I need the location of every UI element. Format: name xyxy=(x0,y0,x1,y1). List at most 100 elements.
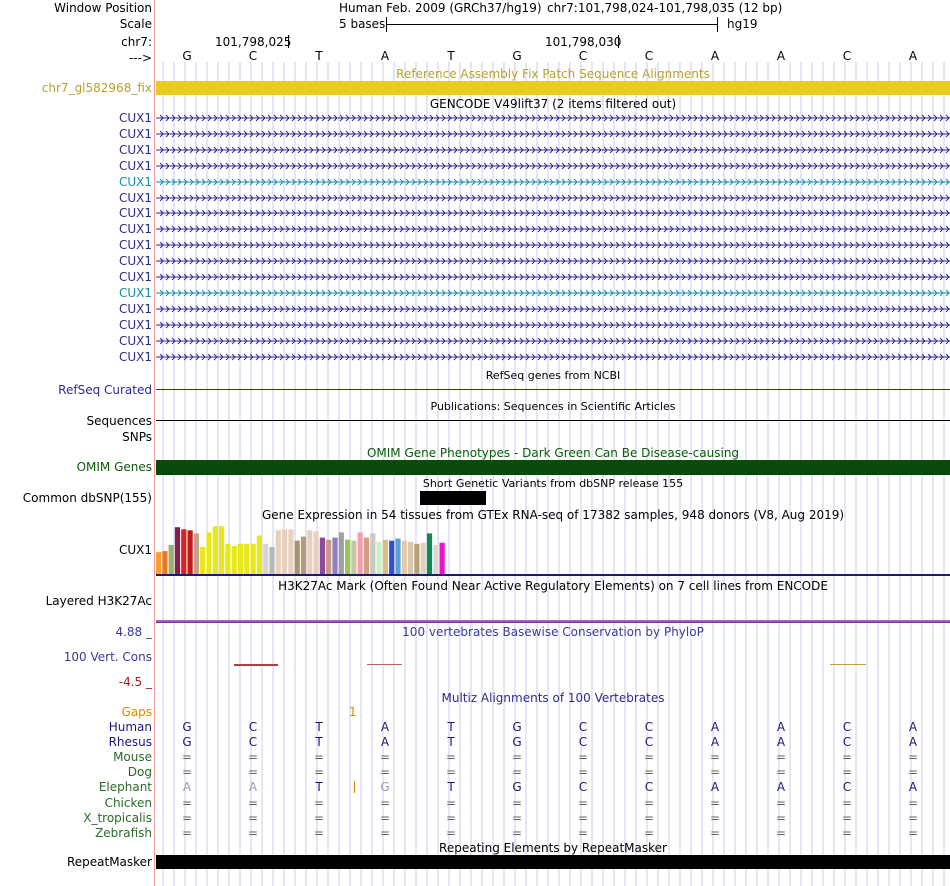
gencode-gene-label[interactable]: CUX1 xyxy=(118,317,152,332)
multiz-species-label[interactable]: Mouse xyxy=(113,750,152,765)
strand-arrow xyxy=(369,257,374,265)
multiz-species-label[interactable]: Zebrafish xyxy=(95,825,152,840)
gencode-gene-label[interactable]: CUX1 xyxy=(118,270,152,284)
strand-arrow xyxy=(729,305,734,313)
strand-arrow xyxy=(795,194,800,201)
strand-arrow xyxy=(915,353,920,360)
repeatmasker-bar[interactable] xyxy=(156,855,950,869)
strand-arrow xyxy=(375,162,380,170)
repeatmasker-label[interactable]: RepeatMasker xyxy=(66,855,152,869)
fix-patch-bar[interactable] xyxy=(156,81,950,95)
dbsnp-label[interactable]: Common dbSNP(155) xyxy=(22,491,152,505)
strand-arrow xyxy=(897,257,902,265)
gencode-gene-line[interactable] xyxy=(156,240,950,250)
dbsnp-track-title[interactable]: Short Genetic Variants from dbSNP releas… xyxy=(422,477,684,490)
publications-track-title[interactable]: Publications: Sequences in Scientific Ar… xyxy=(430,400,676,413)
phylop-signal-2[interactable] xyxy=(367,664,402,665)
gencode-gene-line[interactable] xyxy=(156,288,950,298)
h3k27ac-signal[interactable] xyxy=(156,620,950,623)
strand-arrow xyxy=(489,257,494,265)
gencode-gene-label[interactable]: CUX1 xyxy=(118,111,152,125)
phylop-signal-1[interactable] xyxy=(234,664,278,666)
strand-arrow xyxy=(177,353,182,360)
omim-track-title[interactable]: OMIM Gene Phenotypes - Dark Green Can Be… xyxy=(366,446,740,460)
multiz-species-label[interactable]: Chicken xyxy=(104,795,152,810)
multiz-track-title[interactable]: Multiz Alignments of 100 Vertebrates xyxy=(441,691,665,705)
gencode-gene-label[interactable]: CUX1 xyxy=(118,190,152,205)
strand-arrow xyxy=(225,241,230,249)
gencode-gene-line[interactable] xyxy=(156,304,950,314)
gencode-track-title[interactable]: GENCODE V49lift37 (2 items filtered out) xyxy=(429,97,677,111)
gencode-gene-label[interactable]: CUX1 xyxy=(118,301,152,316)
phylop-track-title[interactable]: 100 vertebrates Basewise Conservation by… xyxy=(402,625,704,639)
phylop-signal-3[interactable] xyxy=(830,664,866,665)
gtex-label[interactable]: CUX1 xyxy=(118,543,152,557)
strand-arrow xyxy=(813,257,818,265)
gencode-gene-label[interactable]: CUX1 xyxy=(118,349,152,364)
omim-bar[interactable] xyxy=(156,460,950,475)
refseq-label[interactable]: RefSeq Curated xyxy=(58,383,152,397)
gencode-gene-line[interactable] xyxy=(156,224,950,234)
strand-arrow xyxy=(819,178,824,185)
gencode-gene-label[interactable]: CUX1 xyxy=(118,222,152,237)
position-readout[interactable]: chr7:101,798,024-101,798,035 (12 bp) xyxy=(547,1,783,15)
phylop-label[interactable]: 100 Vert. Cons xyxy=(63,650,152,664)
multiz-species-label[interactable]: Rhesus xyxy=(108,735,152,750)
gencode-gene-label[interactable]: CUX1 xyxy=(118,254,152,269)
strand-arrow xyxy=(669,289,674,297)
gencode-gene-label[interactable]: CUX1 xyxy=(118,333,152,348)
omim-label[interactable]: OMIM Genes xyxy=(76,460,152,474)
multiz-species-label[interactable]: Human xyxy=(108,720,152,734)
gencode-gene-line[interactable] xyxy=(156,256,950,266)
strand-arrow xyxy=(357,289,362,297)
multiz-species-label[interactable]: X_tropicalis xyxy=(83,810,152,825)
strand-arrow xyxy=(699,353,704,360)
gencode-gene-line[interactable] xyxy=(156,272,950,282)
gaps-label[interactable]: Gaps xyxy=(121,705,152,719)
strand-arrow xyxy=(309,162,314,170)
publications-label-sequences[interactable]: Sequences xyxy=(86,414,152,428)
gencode-gene-line[interactable] xyxy=(156,161,950,171)
h3k27ac-track-title[interactable]: H3K27Ac Mark (Often Found Near Active Re… xyxy=(278,579,828,593)
gencode-gene-label[interactable]: CUX1 xyxy=(118,285,152,300)
repeatmasker-track-title[interactable]: Repeating Elements by RepeatMasker xyxy=(439,841,667,855)
gencode-gene-label[interactable]: CUX1 xyxy=(118,126,152,141)
gencode-gene-line[interactable] xyxy=(156,320,950,330)
strand-arrow xyxy=(633,194,638,201)
gencode-gene-line[interactable] xyxy=(156,145,950,155)
strand-arrow xyxy=(291,289,296,297)
strand-arrow xyxy=(879,114,884,122)
publications-line[interactable] xyxy=(156,420,950,421)
gencode-gene-label[interactable]: CUX1 xyxy=(118,158,152,173)
multiz-species-label[interactable]: Elephant xyxy=(98,780,152,795)
strand-arrow xyxy=(741,194,746,201)
strand-arrow xyxy=(267,273,272,281)
gencode-gene-line[interactable] xyxy=(156,208,950,218)
publications-label-snps[interactable]: SNPs xyxy=(122,430,152,444)
strand-arrow xyxy=(279,257,284,265)
strand-arrow xyxy=(159,114,164,122)
dbsnp-variant[interactable] xyxy=(420,491,486,505)
refseq-track-title[interactable]: RefSeq genes from NCBI xyxy=(485,369,621,382)
gencode-gene-label[interactable]: CUX1 xyxy=(118,238,152,253)
strand-arrow xyxy=(471,225,476,233)
refseq-line[interactable] xyxy=(156,389,950,390)
gencode-gene-line[interactable] xyxy=(156,336,950,346)
fix-patch-track-title[interactable]: Reference Assembly Fix Patch Sequence Al… xyxy=(396,67,710,81)
gtex-bar-chart[interactable] xyxy=(156,522,536,574)
gencode-gene-line[interactable] xyxy=(156,193,950,203)
gencode-gene-label[interactable]: CUX1 xyxy=(118,206,152,221)
gtex-track-title[interactable]: Gene Expression in 54 tissues from GTEx … xyxy=(261,508,845,522)
strand-arrow xyxy=(189,305,194,313)
strand-arrow xyxy=(219,146,224,154)
gencode-gene-label[interactable]: CUX1 xyxy=(118,174,152,189)
gencode-gene-line[interactable] xyxy=(156,113,950,123)
strand-arrow xyxy=(765,146,770,154)
multiz-species-label[interactable]: Dog xyxy=(127,765,152,780)
gencode-gene-label[interactable]: CUX1 xyxy=(118,142,152,157)
gencode-gene-line[interactable] xyxy=(156,177,950,187)
h3k27ac-label[interactable]: Layered H3K27Ac xyxy=(45,594,152,608)
gencode-gene-line[interactable] xyxy=(156,129,950,139)
fix-patch-label[interactable]: chr7_gl582968_fix xyxy=(41,81,152,95)
gencode-gene-line[interactable] xyxy=(156,352,950,362)
